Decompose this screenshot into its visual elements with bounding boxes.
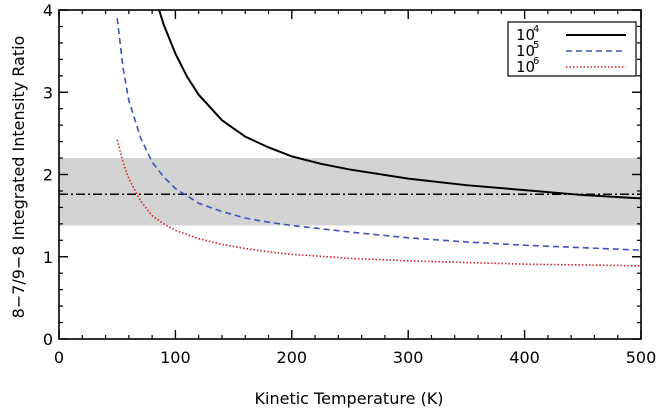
legend-label-2: 10 — [516, 58, 535, 76]
x-tick-label: 100 — [160, 348, 191, 367]
y-axis-title: 8−7/9−8 Integrated Intensity Ratio — [9, 36, 28, 319]
legend-exponent-2: 6 — [533, 56, 539, 67]
axes: 0 100 200 300 400 500 0 1 2 3 4 — [43, 1, 656, 367]
x-axis-title: Kinetic Temperature (K) — [255, 389, 444, 408]
y-tick-label: 1 — [43, 248, 53, 267]
y-tick-label: 4 — [43, 1, 53, 20]
plot-area — [59, 10, 641, 267]
series-line-2 — [116, 139, 641, 267]
x-tick-label: 400 — [509, 348, 540, 367]
x-tick-label: 300 — [393, 348, 424, 367]
series-line-0 — [158, 10, 641, 200]
x-tick-label: 200 — [277, 348, 308, 367]
series-line-1 — [116, 18, 641, 251]
x-tick-label: 0 — [54, 348, 64, 367]
x-tick-label: 500 — [626, 348, 657, 367]
legend-label-0: 10 — [516, 26, 535, 44]
legend-exponent-1: 5 — [533, 40, 539, 51]
legend-label-1: 10 — [516, 42, 535, 60]
y-tick-label: 0 — [43, 330, 53, 349]
legend-exponent-0: 4 — [533, 24, 539, 35]
y-tick-label: 3 — [43, 83, 53, 102]
legend-box — [507, 21, 637, 77]
y-tick-label: 2 — [43, 166, 53, 185]
